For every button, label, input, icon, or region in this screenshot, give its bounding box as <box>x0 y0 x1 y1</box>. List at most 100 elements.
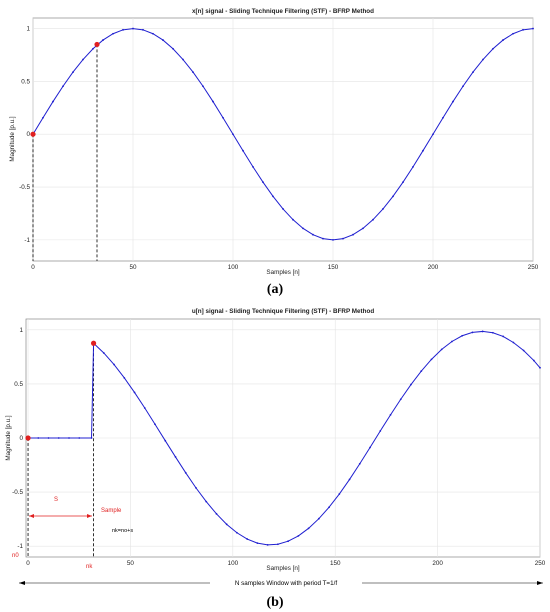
chart-a-data-point <box>42 116 44 119</box>
chart-a-data-point <box>382 208 384 210</box>
chart-b-title: u[n] signal - Sliding Technique Filterin… <box>192 308 375 315</box>
chart-b-data-point <box>215 512 218 515</box>
chart-b-data-point <box>164 439 167 442</box>
chart-a-data-point <box>462 85 464 88</box>
chart-a-data-point <box>132 27 134 30</box>
chart-a-y-tick-label: 0 <box>26 131 30 138</box>
n0-label: n0 <box>12 553 19 559</box>
chart-b-highlight-marker <box>25 435 31 441</box>
chart-b: u[n] signal - Sliding Technique Filterin… <box>5 308 546 610</box>
chart-a-guides <box>32 44 98 261</box>
chart-b-data-point <box>379 430 382 432</box>
nk-label: nk <box>86 564 93 570</box>
chart-a-ticks: 0 50 100 150 200 250 -1 -0.5 0 0.5 1 <box>19 26 539 271</box>
chart-a-data-point <box>402 181 404 184</box>
chart-a-data-point <box>412 165 414 168</box>
chart-b-data-point <box>154 423 156 426</box>
chart-a-grid <box>32 18 534 261</box>
chart-b-data-point <box>348 478 351 481</box>
chart-b-data-point <box>246 538 249 540</box>
chart-b-data-point <box>133 391 136 394</box>
chart-b-y-tick-label: 0.5 <box>14 381 23 388</box>
chart-b-data-point <box>37 437 40 439</box>
chart-a-data-point <box>342 237 344 240</box>
chart-a-data-point <box>152 32 154 35</box>
chart-a-data-point <box>502 39 504 41</box>
chart-a-data-point <box>432 133 434 136</box>
chart-a-data-point <box>392 195 394 198</box>
chart-b-data-point <box>205 500 208 503</box>
chart-a-title: x[n] signal - Sliding Technique Filterin… <box>192 8 374 15</box>
chart-b-data-point <box>440 348 443 351</box>
chart-b-x-tick-label: 100 <box>228 560 239 567</box>
chart-b-x-tick-label: 200 <box>432 560 443 567</box>
chart-b-data-point <box>307 527 310 530</box>
chart-a-highlight-marker <box>30 131 36 137</box>
chart-a-data-point <box>332 238 334 241</box>
chart-b-data-point <box>532 359 535 362</box>
chart-b-data-point <box>430 358 433 361</box>
s-label: S <box>54 497 58 503</box>
chart-a-ylabel: Magnitude [p.u.] <box>9 116 16 161</box>
chart-a-data-point <box>192 71 194 73</box>
chart-b-x-tick-label: 50 <box>127 560 135 567</box>
chart-a-data-point <box>62 85 64 88</box>
chart-a-panel-label: (a) <box>267 282 284 297</box>
chart-a-y-tick-label: -1 <box>24 237 30 244</box>
chart-a-data-point <box>492 47 494 50</box>
chart-a-data-point <box>142 28 144 31</box>
chart-b-data-point <box>492 331 494 334</box>
chart-b-data-point <box>57 437 60 439</box>
window-label: N samples Window with period T=1/f <box>235 580 338 587</box>
chart-b-data-point <box>502 335 505 338</box>
chart-a-data-point <box>202 85 204 88</box>
chart-a-markers <box>30 41 100 137</box>
chart-a-data-point <box>352 233 354 236</box>
chart-b-data-point <box>471 331 474 334</box>
chart-b-data-point <box>143 407 146 409</box>
chart-b-ylabel: Magnitude [p.u.] <box>5 415 12 460</box>
chart-a-data-point <box>122 28 124 31</box>
chart-b-data-point <box>174 456 177 458</box>
chart-a-data-point <box>262 181 264 184</box>
chart-a-data-point <box>212 100 214 103</box>
chart-a-data-point <box>182 58 184 61</box>
chart-a-data-point <box>52 100 54 103</box>
chart-b-data-point <box>522 349 525 352</box>
chart-b-panel-label: (b) <box>266 595 283 610</box>
chart-a-series <box>32 27 534 241</box>
chart-b-series-line <box>28 330 541 546</box>
chart-b-data-point <box>256 542 259 545</box>
chart-b-data-point <box>236 531 238 534</box>
chart-b-x-tick-label: 150 <box>330 560 341 567</box>
chart-b-data-point <box>481 330 484 333</box>
sample-label: Sample <box>101 508 122 514</box>
chart-b-highlight-marker <box>90 340 97 346</box>
chart-b-data-point <box>102 352 105 354</box>
chart-a-x-tick-label: 200 <box>428 264 439 271</box>
chart-b-data-point <box>113 363 115 366</box>
chart-a-data-point <box>242 149 244 152</box>
chart-b-data-point <box>78 437 81 439</box>
chart-b-grid <box>26 319 541 557</box>
chart-a-data-point <box>512 32 514 35</box>
chart-b-guides <box>27 343 94 557</box>
chart-a: x[n] signal - Sliding Technique Filterin… <box>9 8 539 297</box>
chart-b-data-point <box>47 437 50 439</box>
chart-b-data-point <box>369 446 371 449</box>
chart-a-data-point <box>532 27 534 30</box>
chart-b-data-point <box>358 462 361 465</box>
chart-a-data-point <box>482 58 484 61</box>
chart-a-data-point <box>232 133 234 136</box>
chart-a-x-tick-label: 50 <box>129 264 137 271</box>
chart-a-data-point <box>162 39 164 41</box>
chart-b-x-tick-label: 250 <box>535 560 546 567</box>
chart-b-data-point <box>276 543 279 546</box>
chart-b-data-point <box>410 383 412 386</box>
chart-b-ticks: 0 50 100 150 200 250 -1 -0.5 0 0.5 1 <box>12 327 546 567</box>
chart-a-data-point <box>172 47 174 50</box>
chart-b-data-point <box>195 486 197 489</box>
chart-a-x-tick-label: 100 <box>228 264 239 271</box>
chart-a-data-point <box>362 227 364 230</box>
